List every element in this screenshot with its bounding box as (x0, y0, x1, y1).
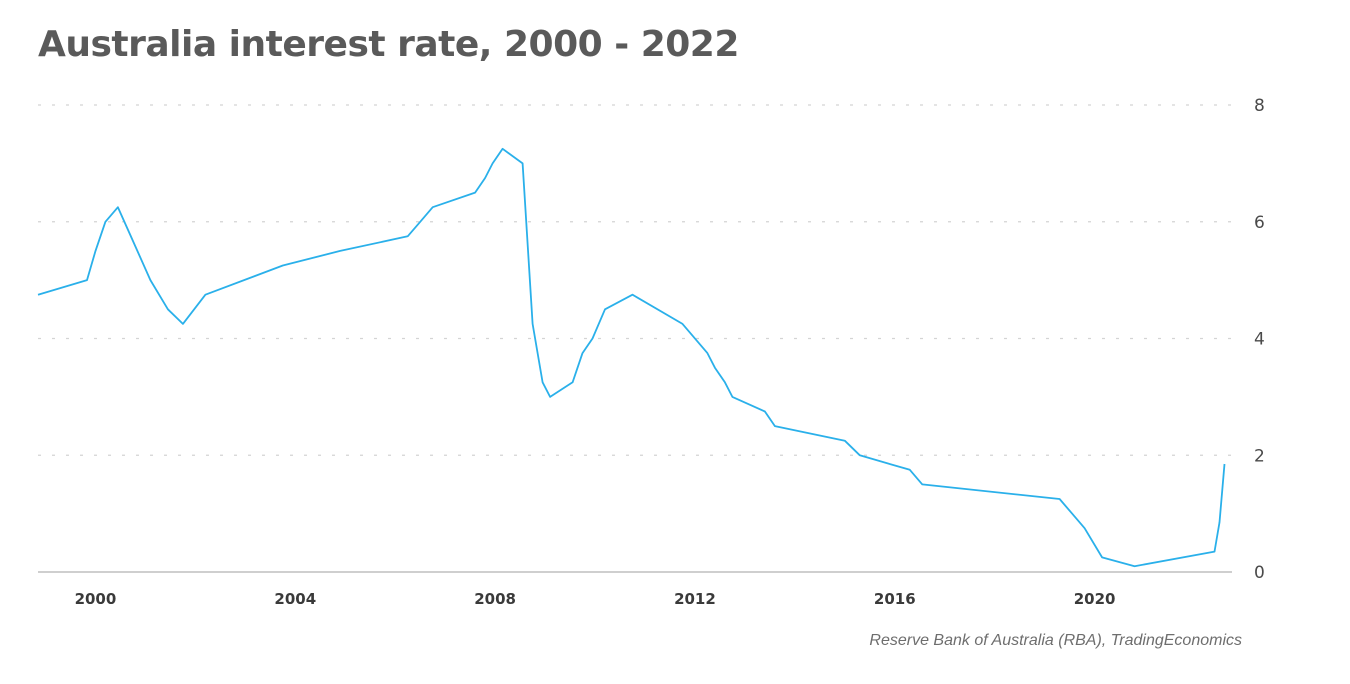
x-axis-ticks: 2000 2004 2008 2012 2016 2020 (75, 590, 1116, 608)
series-line-0 (37, 147, 1226, 568)
x-tick-label: 2008 (474, 590, 516, 608)
y-axis-ticks: 0 2 4 6 8 (1254, 96, 1265, 583)
x-tick-label: 2004 (274, 590, 316, 608)
source-note: Reserve Bank of Australia (RBA), Trading… (869, 632, 1242, 649)
chart-title: Australia interest rate, 2000 - 2022 (38, 24, 739, 65)
x-tick-label: 2000 (75, 590, 117, 608)
x-tick-label: 2012 (674, 590, 716, 608)
series-layer (37, 147, 1226, 568)
gridlines (38, 104, 1232, 456)
y-tick-label: 8 (1254, 96, 1265, 116)
y-tick-label: 2 (1254, 446, 1265, 466)
y-tick-label: 4 (1254, 330, 1265, 350)
y-tick-label: 6 (1254, 213, 1265, 233)
y-tick-label: 0 (1254, 563, 1265, 583)
x-tick-label: 2016 (874, 590, 916, 608)
x-tick-label: 2020 (1074, 590, 1116, 608)
